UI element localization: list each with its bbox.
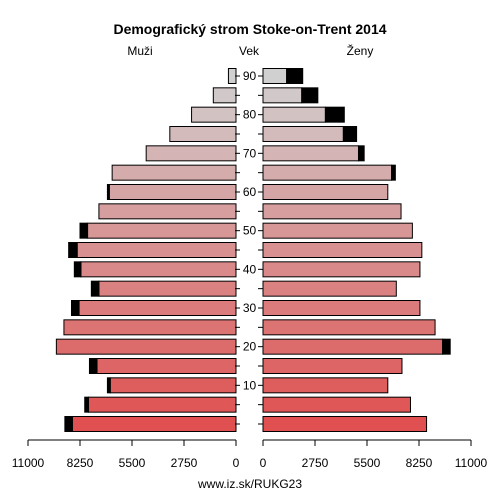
footer-source: www.iz.sk/RUKG23: [197, 477, 302, 491]
male-bar-30-34: [78, 300, 237, 316]
male-bar-85-89: [212, 87, 237, 104]
male-bar-65-69: [111, 164, 237, 181]
female-bar-55-59: [262, 203, 402, 220]
male-bar-10-14: [109, 377, 237, 394]
male-bar-60-64: [108, 184, 237, 200]
male-bar-55-59: [98, 203, 237, 220]
age-tick-label: 20: [243, 340, 257, 354]
male-bar-45-49: [76, 242, 237, 258]
x-tick-label: 5500: [119, 456, 146, 470]
male-excess-45-49: [68, 242, 78, 258]
age-tick-label: 10: [243, 378, 257, 392]
male-bar-5-9: [88, 396, 237, 413]
female-bar-30-34: [262, 300, 421, 316]
female-bar-75-79: [262, 126, 344, 142]
chart-title: Demografický strom Stoke-on-Trent 2014: [113, 21, 386, 37]
male-bar-70-74: [145, 145, 237, 162]
male-bar-0-4: [71, 416, 237, 432]
x-tick-label: 2750: [171, 456, 198, 470]
male-bar-90+: [227, 68, 237, 84]
x-tick-label: 11000: [455, 456, 488, 470]
male-excess-30-34: [70, 300, 80, 316]
x-tick-label: 8250: [67, 456, 94, 470]
female-excess-75-79: [342, 126, 358, 142]
age-tick-label: 70: [243, 146, 257, 160]
female-bar-90+: [262, 68, 288, 84]
male-bar-20-24: [55, 338, 237, 355]
male-header: Muži: [127, 44, 152, 58]
female-bars: [262, 68, 451, 432]
x-axis-male: 11000 8250 5500 2750 0: [12, 439, 240, 470]
female-excess-80-84: [324, 106, 345, 123]
male-excess-0-4: [64, 416, 73, 432]
male-excess-40-44: [73, 261, 82, 278]
age-tick-label: 80: [243, 108, 257, 122]
male-excess-10-14: [106, 377, 111, 394]
female-bar-70-74: [262, 145, 359, 162]
age-tick-label: 30: [243, 301, 257, 315]
female-bar-85-89: [262, 87, 303, 104]
female-bar-65-69: [262, 164, 393, 181]
female-bar-40-44: [262, 261, 421, 278]
x-tick-label: 11000: [12, 456, 45, 470]
female-bar-35-39: [262, 280, 397, 297]
male-bar-80-84: [191, 106, 237, 123]
female-bar-15-19: [262, 358, 403, 374]
male-excess-35-39: [90, 280, 100, 297]
female-bar-20-24: [262, 338, 444, 355]
x-axis-female: 0 2750 5500 8250 11000: [260, 439, 488, 470]
female-bar-80-84: [262, 106, 326, 123]
male-excess-15-19: [88, 358, 98, 374]
age-tick-label: 50: [243, 224, 257, 238]
male-excess-60-64: [106, 184, 110, 200]
female-excess-20-24: [442, 338, 451, 355]
female-bar-45-49: [262, 242, 423, 258]
x-tick-label: 0: [260, 456, 267, 470]
female-bar-60-64: [262, 184, 389, 200]
male-bar-15-19: [96, 358, 237, 374]
female-excess-85-89: [301, 87, 319, 104]
age-axis: 10 20 30 40 50 60 70 80 90: [235, 69, 263, 425]
female-excess-70-74: [357, 145, 365, 162]
female-bar-5-9: [262, 396, 411, 413]
female-bar-50-54: [262, 222, 413, 239]
x-tick-label: 5500: [354, 456, 381, 470]
male-bar-25-29: [63, 319, 237, 336]
male-bar-40-44: [80, 261, 237, 278]
x-tick-label: 8250: [406, 456, 433, 470]
female-bar-25-29: [262, 319, 436, 336]
x-tick-label: 0: [233, 456, 240, 470]
female-excess-90+: [286, 68, 304, 84]
female-header: Ženy: [347, 43, 374, 58]
female-bar-10-14: [262, 377, 389, 394]
x-tick-label: 2750: [302, 456, 329, 470]
male-excess-50-54: [79, 222, 89, 239]
age-tick-label: 40: [243, 262, 257, 276]
female-bar-0-4: [262, 416, 428, 432]
male-bar-50-54: [87, 222, 237, 239]
age-header: Vek: [239, 44, 260, 58]
age-tick-label: 90: [243, 69, 257, 83]
male-bar-35-39: [98, 280, 237, 297]
male-bar-75-79: [169, 126, 237, 142]
female-excess-65-69: [391, 164, 396, 181]
male-excess-5-9: [84, 396, 90, 413]
age-tick-label: 60: [243, 185, 257, 199]
male-bars: [55, 68, 237, 432]
